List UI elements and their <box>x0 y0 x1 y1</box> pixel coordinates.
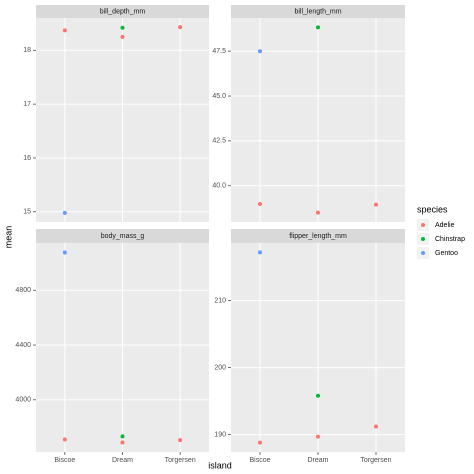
y-tick-label: 190 <box>214 431 226 438</box>
y-axis-title: mean <box>3 226 13 249</box>
point <box>120 440 125 445</box>
strip-text: bill_length_mm <box>294 8 341 15</box>
y-tick-label: 47.5 <box>212 48 226 55</box>
strip <box>36 5 209 18</box>
legend-label: Gentoo <box>435 250 458 257</box>
y-tick-label: 4400 <box>15 342 31 349</box>
y-tick-label: 200 <box>214 364 226 371</box>
point <box>258 440 262 445</box>
strip <box>231 229 405 243</box>
legend-swatch <box>421 223 425 227</box>
x-tick-label: Dream <box>307 457 328 464</box>
point <box>178 438 183 443</box>
legend-swatch <box>421 237 425 241</box>
y-tick-label: 40.0 <box>212 183 226 190</box>
strip-text: flipper_length_mm <box>289 233 347 240</box>
strip <box>231 5 405 18</box>
y-tick-label: 16 <box>23 155 31 162</box>
point <box>62 210 67 215</box>
x-tick-label: Biscoe <box>249 457 270 464</box>
x-tick-label: Torgersen <box>165 457 196 464</box>
point <box>374 202 378 207</box>
y-tick-label: 15 <box>23 209 31 216</box>
y-tick-label: 210 <box>214 297 226 304</box>
y-tick-label: 4800 <box>15 287 31 294</box>
point <box>62 437 67 442</box>
x-tick-label: Torgersen <box>360 457 391 464</box>
strip <box>36 229 209 243</box>
point <box>258 202 262 207</box>
point <box>120 434 125 439</box>
legend-label: Adelie <box>435 222 455 229</box>
legend-title: species <box>417 204 448 214</box>
strip-text: bill_depth_mm <box>100 8 146 15</box>
point <box>120 34 125 39</box>
x-tick-label: Biscoe <box>54 457 75 464</box>
point <box>62 28 67 33</box>
strip-text: body_mass_g <box>101 233 145 240</box>
point <box>374 424 378 429</box>
point <box>120 25 125 30</box>
y-tick-label: 17 <box>23 101 31 108</box>
legend-label: Chinstrap <box>435 236 465 243</box>
point <box>316 393 320 398</box>
y-tick-label: 18 <box>23 47 31 54</box>
legend-swatch <box>421 251 425 255</box>
y-tick-label: 45.0 <box>212 93 226 100</box>
point <box>316 210 320 215</box>
point <box>258 49 262 54</box>
x-tick-label: Dream <box>112 457 133 464</box>
point <box>258 250 262 255</box>
point <box>316 25 320 30</box>
point <box>62 250 67 255</box>
x-axis-title: island <box>208 460 232 470</box>
point <box>178 25 183 30</box>
y-tick-label: 4000 <box>15 397 31 404</box>
point <box>316 434 320 439</box>
y-tick-label: 42.5 <box>212 138 226 145</box>
